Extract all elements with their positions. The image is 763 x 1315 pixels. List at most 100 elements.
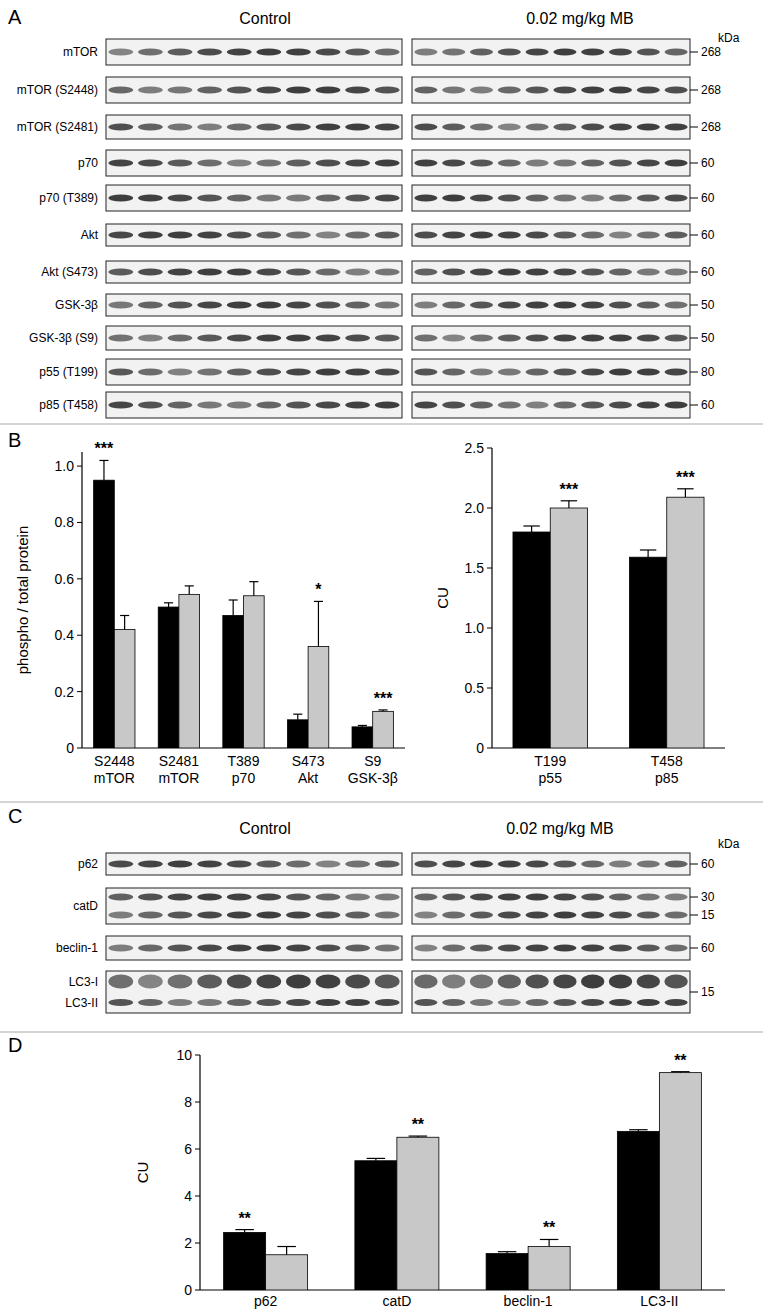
x-tick-line: LC3-II	[640, 1293, 678, 1309]
blot-band	[553, 269, 576, 276]
marker-label: 268	[701, 83, 721, 97]
blot-band	[553, 232, 576, 239]
blot-box	[412, 359, 690, 385]
blot-band	[108, 975, 133, 989]
blot-band	[197, 269, 222, 276]
unit-label: kDa	[718, 837, 740, 851]
blot-band	[345, 861, 370, 868]
blot-band	[609, 195, 632, 202]
blot-band	[442, 87, 465, 94]
blot-band	[108, 945, 133, 952]
y-tick-label: 2.5	[465, 440, 485, 456]
blot-band	[168, 369, 193, 376]
blot-band	[375, 160, 400, 167]
row-label: mTOR	[63, 45, 98, 59]
blot-band	[498, 160, 521, 167]
blot-band	[256, 912, 281, 919]
y-tick-label: 8	[184, 1094, 192, 1110]
blot-band	[414, 232, 437, 239]
blot-band	[168, 160, 193, 167]
blot-band	[197, 232, 222, 239]
group-label: 0.02 mg/kg MB	[506, 820, 614, 837]
blot-band	[168, 195, 193, 202]
bar	[114, 630, 135, 748]
blot-band	[414, 975, 437, 989]
blot-band	[637, 302, 660, 309]
blot-band	[414, 999, 437, 1006]
blot-band	[581, 912, 604, 919]
blot-band	[665, 124, 688, 131]
blot-band	[316, 894, 341, 901]
blot-band	[345, 124, 370, 131]
blot-band	[526, 232, 549, 239]
blot-band	[526, 945, 549, 952]
blot-band	[665, 402, 688, 409]
error-bar	[561, 501, 577, 508]
blot-band	[470, 160, 493, 167]
blot-band	[498, 912, 521, 919]
blot-band	[637, 945, 660, 952]
blot-band	[470, 894, 493, 901]
error-bar	[640, 550, 656, 557]
x-tick-line: T389	[228, 753, 260, 769]
blot-band	[227, 232, 252, 239]
separator	[0, 424, 763, 425]
blot-band	[197, 894, 222, 901]
error-bar	[120, 616, 129, 630]
blot-band	[470, 945, 493, 952]
blot-band	[442, 49, 465, 56]
error-cap	[629, 1129, 647, 1130]
blot-box	[106, 294, 402, 316]
marker-label: 50	[701, 331, 715, 345]
marker-tick	[690, 897, 698, 898]
blot-band	[108, 999, 133, 1006]
blot-band	[345, 369, 370, 376]
y-tick	[487, 748, 492, 749]
blot-band	[316, 945, 341, 952]
blot-box	[106, 392, 402, 418]
blot-band	[256, 124, 281, 131]
blot-band	[168, 945, 193, 952]
blot-band	[526, 999, 549, 1006]
x-tick-line: beclin-1	[504, 1293, 553, 1309]
blot-band	[637, 232, 660, 239]
x-tick-label: S9GSK-3β	[348, 753, 398, 786]
marker-label: 50	[701, 298, 715, 312]
blot-band	[197, 945, 222, 952]
blot-band	[375, 369, 400, 376]
y-tick-label: 0.6	[55, 571, 75, 587]
row-label: mTOR (S2481)	[17, 120, 98, 134]
blot-band	[609, 975, 632, 989]
bar	[617, 1131, 659, 1290]
panel-letter: B	[8, 429, 21, 451]
blot-band	[108, 195, 133, 202]
x-tick-line: T199	[534, 753, 566, 769]
blot-band	[526, 975, 549, 989]
panel-letter: D	[8, 1034, 22, 1056]
blot-band	[138, 999, 163, 1006]
blot-band	[316, 195, 341, 202]
bar	[528, 1247, 570, 1290]
blot-band	[526, 402, 549, 409]
blot-band	[168, 302, 193, 309]
blot-band	[470, 302, 493, 309]
marker-label: 30	[701, 890, 715, 904]
blot-band	[553, 999, 576, 1006]
blot-band	[581, 49, 604, 56]
blot-band	[637, 999, 660, 1006]
y-tick	[195, 1196, 200, 1197]
blot-band	[665, 269, 688, 276]
error-cap	[677, 488, 693, 489]
y-tick-label: 0	[184, 1282, 192, 1298]
blot-band	[526, 302, 549, 309]
blot-box	[412, 261, 690, 283]
x-tick-line: Akt	[298, 770, 318, 786]
blot-band	[256, 160, 281, 167]
blot-band	[197, 335, 222, 342]
marker-tick	[690, 235, 698, 236]
marker-label: 15	[701, 985, 715, 999]
blot-band	[375, 912, 400, 919]
error-stem	[685, 489, 686, 497]
row-label: Akt (S473)	[41, 265, 98, 279]
blot-band	[470, 49, 493, 56]
